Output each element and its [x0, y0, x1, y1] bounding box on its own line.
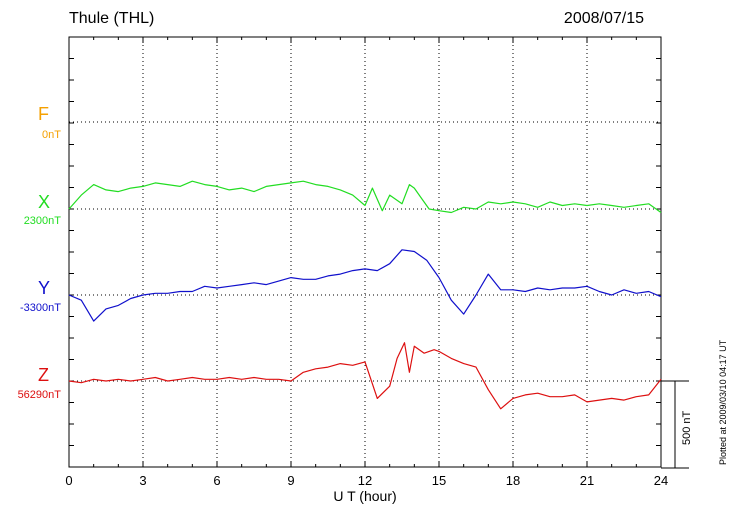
x-tick-label: 12 — [358, 473, 372, 488]
x-tick-label: 6 — [213, 473, 220, 488]
series-line-z — [68, 342, 662, 410]
component-letter-x: X — [38, 192, 51, 212]
station-title: Thule (THL) — [69, 10, 155, 27]
baseline-label-f: 0nT — [42, 129, 61, 141]
baseline-label-x: 2300nT — [23, 215, 61, 227]
component-letter-y: Y — [38, 278, 51, 298]
baseline-label-y: -3300nT — [20, 302, 61, 314]
component-letter-z: Z — [38, 365, 49, 385]
x-tick-label: 0 — [65, 473, 72, 488]
date-label: 2008/07/15 — [563, 10, 644, 27]
x-tick-label: 9 — [287, 473, 294, 488]
x-tick-label: 21 — [580, 473, 594, 488]
plotted-timestamp: Plotted at 2009/03/10 04:17 UT — [718, 339, 728, 465]
baseline-label-z: 56290nT — [17, 389, 61, 401]
series-line-y — [68, 249, 662, 322]
series-line-x — [68, 180, 662, 214]
x-tick-label: 3 — [139, 473, 146, 488]
x-axis-label: U T (hour) — [333, 488, 397, 504]
x-tick-label: 18 — [506, 473, 520, 488]
component-letter-f: F — [38, 104, 49, 124]
scale-bar-label: 500 nT — [681, 410, 693, 445]
x-tick-label: 24 — [654, 473, 668, 488]
x-tick-label: 15 — [432, 473, 446, 488]
